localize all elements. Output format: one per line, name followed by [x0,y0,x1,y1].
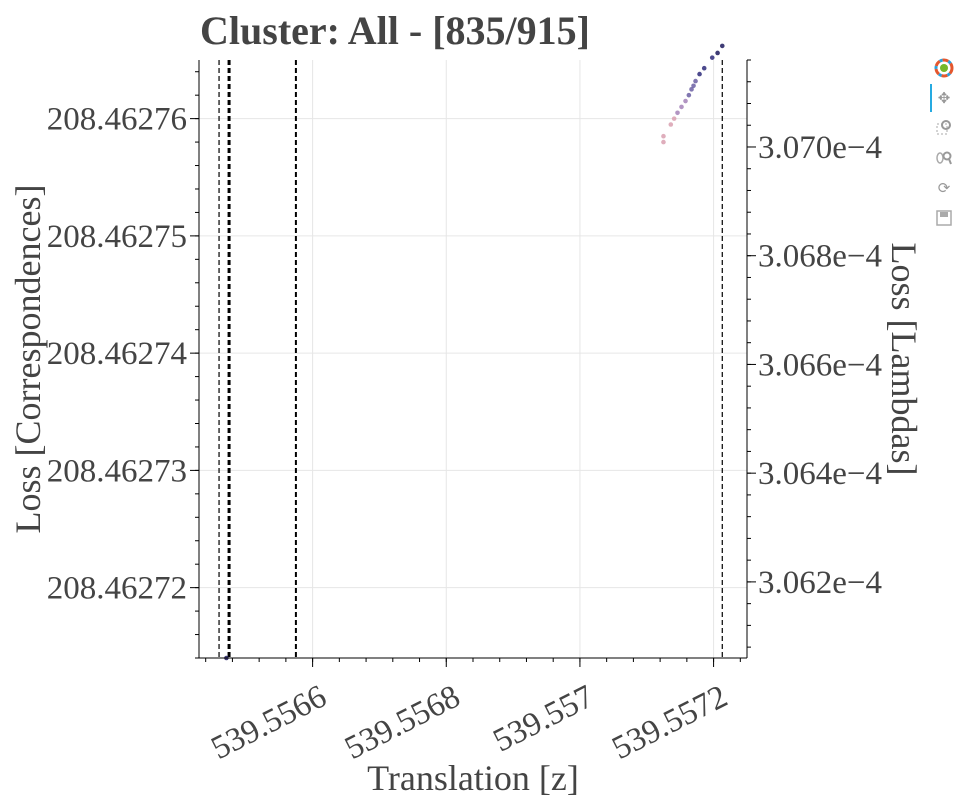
y-tick-label: 208.46274 [47,336,187,372]
scatter-points [224,43,725,661]
plot-area[interactable] [199,60,747,658]
scatter-point [686,92,692,98]
scatter-point [671,116,677,121]
x-tick-label: 539.5572 [607,679,734,767]
y-tick-label: 208.46275 [47,219,187,255]
x-tick-label: 539.5568 [339,679,466,767]
y2-tick-label: 3.066e−4 [758,347,882,383]
scatter-point [697,71,702,77]
y-axis-ticks: 208.46272 208.46273 208.46274 208.46275 208.… [47,71,199,659]
active-tool-indicator [930,84,932,112]
grid-lines [199,60,747,658]
y-axis-label: Loss [Correspondences] [8,185,48,534]
x-axis-label: Translation [z] [367,758,579,798]
reference-lines [218,60,723,658]
scatter-point [661,133,666,139]
scatter-point [701,65,707,71]
save-icon[interactable] [934,208,954,228]
scatter-point [683,98,688,104]
y-tick-label: 208.46276 [47,102,187,138]
x-axis-ticks: 539.5566 539.5568 539.557 539.5572 [205,658,741,767]
y2-axis-ticks: 3.062e−4 3.064e−4 3.066e−4 3.068e−4 3.070e−4 [747,59,882,648]
scatter-point [691,83,696,89]
scatter-point [668,122,674,127]
chart-title: Cluster: All - [835/915] [200,8,590,53]
y2-tick-label: 3.068e−4 [758,239,882,275]
scatter-point [661,139,666,145]
scatter-point [719,43,725,49]
y-tick-label: 208.46272 [47,571,187,607]
x-tick-label: 539.5566 [206,679,333,767]
y-tick-label: 208.46273 [47,453,187,489]
pan-icon[interactable]: ✥ [937,89,951,107]
y2-axis-label: Loss [Lambdas] [884,243,924,476]
y2-tick-label: 3.070e−4 [758,130,882,166]
scatter-point [709,55,715,60]
box-zoom-icon[interactable] [934,118,954,138]
scatter-point [679,104,684,110]
y2-tick-label: 3.062e−4 [758,565,882,601]
scatter-point [689,87,694,92]
scatter-point [715,50,720,56]
plot-toolbar: ✥ ⟳ [928,54,960,244]
x-tick-label: 539.557 [488,679,600,760]
wheel-zoom-icon[interactable] [934,148,954,168]
scatter-point [675,110,680,116]
reset-icon[interactable]: ⟳ [937,179,951,197]
bokeh-logo-icon[interactable] [934,58,954,78]
y2-tick-label: 3.064e−4 [758,456,882,492]
scatter-point [693,78,698,84]
